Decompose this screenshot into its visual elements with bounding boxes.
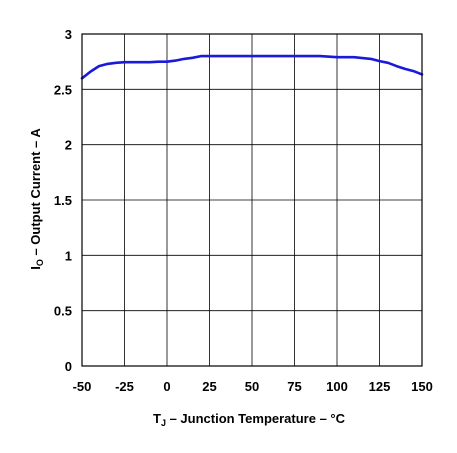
- x-tick-label: 100: [326, 379, 348, 394]
- x-tick-label: 0: [163, 379, 170, 394]
- x-axis-title-suffix: – Junction Temperature – °C: [166, 411, 346, 426]
- y-tick-label: 0.5: [54, 304, 72, 319]
- x-tick-label: 75: [287, 379, 301, 394]
- plot-frame: [81, 33, 423, 367]
- y-axis-title-subscript: O: [35, 259, 45, 266]
- x-axis-title-subscript: J: [161, 418, 166, 428]
- y-axis-title-prefix: I: [28, 266, 43, 270]
- y-tick-label: 1.5: [54, 193, 72, 208]
- x-tick-label: 25: [202, 379, 216, 394]
- y-tick-label: 3: [65, 27, 72, 42]
- y-tick-label: 1: [65, 248, 72, 263]
- x-axis-title: TJ – Junction Temperature – °C: [153, 411, 346, 428]
- tick-labels: -50 -25 0 25 50 75 100 125 150 0 0.5 1 1.5 2 2.5 3: [54, 27, 433, 394]
- series-layer: [80, 54, 424, 80]
- y-tick-label: 2.5: [54, 82, 72, 97]
- x-tick-label: 150: [411, 379, 433, 394]
- x-tick-label: 50: [245, 379, 259, 394]
- y-axis-title: IO – Output Current – A: [28, 128, 45, 270]
- x-axis-title-prefix: T: [153, 411, 161, 426]
- grid: [82, 34, 422, 366]
- x-tick-label: -50: [73, 379, 92, 394]
- y-tick-label: 2: [65, 138, 72, 153]
- output-current-series-line: [80, 54, 424, 80]
- x-tick-label: -25: [115, 379, 134, 394]
- y-tick-label: 0: [65, 359, 72, 374]
- y-axis-title-suffix: – Output Current – A: [28, 128, 43, 260]
- x-tick-label: 125: [369, 379, 391, 394]
